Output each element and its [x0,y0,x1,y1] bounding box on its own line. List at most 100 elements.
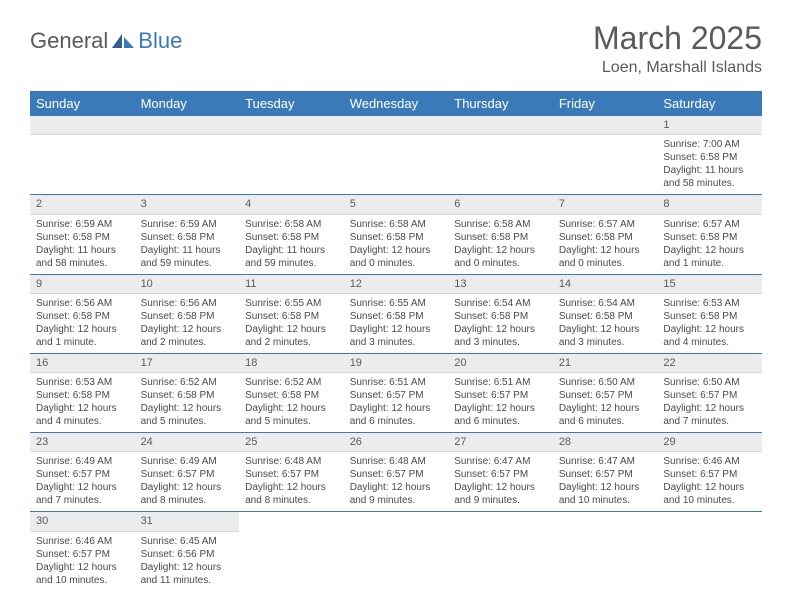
day-number: 1 [657,116,762,135]
sunset-text: Sunset: 6:57 PM [559,389,652,402]
day-number: 11 [239,275,344,294]
calendar-day-cell: 3Sunrise: 6:59 AMSunset: 6:58 PMDaylight… [135,195,240,274]
calendar-day-cell [344,116,449,195]
sunset-text: Sunset: 6:57 PM [350,389,443,402]
calendar-day-cell [135,116,240,195]
calendar-day-cell [30,116,135,195]
sunrise-text: Sunrise: 6:47 AM [454,455,547,468]
day-content: Sunrise: 6:49 AMSunset: 6:57 PMDaylight:… [135,452,240,511]
calendar-day-cell [448,512,553,591]
sunrise-text: Sunrise: 6:54 AM [559,297,652,310]
calendar-day-cell: 25Sunrise: 6:48 AMSunset: 6:57 PMDayligh… [239,433,344,512]
daylight-text: Daylight: 12 hours and 9 minutes. [350,481,443,507]
day-number: 31 [135,512,240,531]
sunset-text: Sunset: 6:57 PM [454,389,547,402]
sunset-text: Sunset: 6:57 PM [559,468,652,481]
daylight-text: Daylight: 12 hours and 6 minutes. [454,402,547,428]
calendar-day-cell: 30Sunrise: 6:46 AMSunset: 6:57 PMDayligh… [30,512,135,591]
sunset-text: Sunset: 6:58 PM [454,231,547,244]
daylight-text: Daylight: 12 hours and 0 minutes. [559,244,652,270]
sunset-text: Sunset: 6:58 PM [141,389,234,402]
daylight-text: Daylight: 11 hours and 59 minutes. [141,244,234,270]
sunrise-text: Sunrise: 6:59 AM [141,218,234,231]
sunset-text: Sunset: 6:57 PM [36,548,129,561]
sunrise-text: Sunrise: 6:51 AM [350,376,443,389]
sunset-text: Sunset: 6:57 PM [454,468,547,481]
calendar-week-row: 23Sunrise: 6:49 AMSunset: 6:57 PMDayligh… [30,433,762,512]
sunrise-text: Sunrise: 6:59 AM [36,218,129,231]
logo-text-blue: Blue [138,28,182,54]
day-content: Sunrise: 6:54 AMSunset: 6:58 PMDaylight:… [553,294,658,353]
calendar-day-cell: 7Sunrise: 6:57 AMSunset: 6:58 PMDaylight… [553,195,658,274]
calendar-day-cell: 1Sunrise: 7:00 AMSunset: 6:58 PMDaylight… [657,116,762,195]
calendar-day-cell: 2Sunrise: 6:59 AMSunset: 6:58 PMDaylight… [30,195,135,274]
sunset-text: Sunset: 6:58 PM [245,310,338,323]
sunset-text: Sunset: 6:58 PM [141,231,234,244]
calendar-day-cell: 29Sunrise: 6:46 AMSunset: 6:57 PMDayligh… [657,433,762,512]
day-content: Sunrise: 6:56 AMSunset: 6:58 PMDaylight:… [135,294,240,353]
day-number: 20 [448,354,553,373]
calendar-day-cell: 8Sunrise: 6:57 AMSunset: 6:58 PMDaylight… [657,195,762,274]
empty-day-bar [30,116,135,135]
calendar-day-cell: 12Sunrise: 6:55 AMSunset: 6:58 PMDayligh… [344,274,449,353]
weekday-header: Tuesday [239,91,344,116]
daylight-text: Daylight: 12 hours and 1 minute. [36,323,129,349]
day-number: 6 [448,195,553,214]
daylight-text: Daylight: 12 hours and 10 minutes. [559,481,652,507]
daylight-text: Daylight: 12 hours and 0 minutes. [454,244,547,270]
daylight-text: Daylight: 12 hours and 2 minutes. [141,323,234,349]
sunset-text: Sunset: 6:56 PM [141,548,234,561]
daylight-text: Daylight: 12 hours and 9 minutes. [454,481,547,507]
day-content: Sunrise: 6:56 AMSunset: 6:58 PMDaylight:… [30,294,135,353]
day-content: Sunrise: 6:50 AMSunset: 6:57 PMDaylight:… [657,373,762,432]
empty-day-bar [448,116,553,135]
day-number: 14 [553,275,658,294]
title-block: March 2025 Loen, Marshall Islands [593,20,762,77]
sunset-text: Sunset: 6:57 PM [350,468,443,481]
sunset-text: Sunset: 6:58 PM [559,310,652,323]
calendar-day-cell [448,116,553,195]
day-content: Sunrise: 6:58 AMSunset: 6:58 PMDaylight:… [344,215,449,274]
sunrise-text: Sunrise: 6:57 AM [663,218,756,231]
calendar-week-row: 16Sunrise: 6:53 AMSunset: 6:58 PMDayligh… [30,353,762,432]
day-number: 9 [30,275,135,294]
sunset-text: Sunset: 6:57 PM [36,468,129,481]
empty-day-bar [135,116,240,135]
day-content: Sunrise: 6:45 AMSunset: 6:56 PMDaylight:… [135,532,240,591]
sunrise-text: Sunrise: 6:52 AM [141,376,234,389]
calendar-body: 1Sunrise: 7:00 AMSunset: 6:58 PMDaylight… [30,116,762,591]
calendar-day-cell: 19Sunrise: 6:51 AMSunset: 6:57 PMDayligh… [344,353,449,432]
sunrise-text: Sunrise: 6:50 AM [663,376,756,389]
calendar-week-row: 2Sunrise: 6:59 AMSunset: 6:58 PMDaylight… [30,195,762,274]
sunrise-text: Sunrise: 6:49 AM [141,455,234,468]
daylight-text: Daylight: 12 hours and 3 minutes. [350,323,443,349]
sunset-text: Sunset: 6:58 PM [350,310,443,323]
sunrise-text: Sunrise: 6:58 AM [245,218,338,231]
day-content: Sunrise: 6:52 AMSunset: 6:58 PMDaylight:… [135,373,240,432]
sunrise-text: Sunrise: 6:52 AM [245,376,338,389]
day-content: Sunrise: 6:48 AMSunset: 6:57 PMDaylight:… [344,452,449,511]
day-number: 18 [239,354,344,373]
daylight-text: Daylight: 12 hours and 4 minutes. [36,402,129,428]
sunset-text: Sunset: 6:58 PM [245,231,338,244]
weekday-header: Friday [553,91,658,116]
weekday-header: Sunday [30,91,135,116]
sunset-text: Sunset: 6:58 PM [245,389,338,402]
sunrise-text: Sunrise: 6:51 AM [454,376,547,389]
daylight-text: Daylight: 12 hours and 0 minutes. [350,244,443,270]
sunset-text: Sunset: 6:58 PM [350,231,443,244]
day-content: Sunrise: 6:51 AMSunset: 6:57 PMDaylight:… [344,373,449,432]
day-number: 30 [30,512,135,531]
calendar-day-cell: 10Sunrise: 6:56 AMSunset: 6:58 PMDayligh… [135,274,240,353]
month-title: March 2025 [593,20,762,57]
day-number: 17 [135,354,240,373]
calendar-day-cell: 23Sunrise: 6:49 AMSunset: 6:57 PMDayligh… [30,433,135,512]
day-content: Sunrise: 6:51 AMSunset: 6:57 PMDaylight:… [448,373,553,432]
day-content: Sunrise: 6:57 AMSunset: 6:58 PMDaylight:… [553,215,658,274]
calendar-day-cell [344,512,449,591]
day-content: Sunrise: 6:58 AMSunset: 6:58 PMDaylight:… [239,215,344,274]
sunset-text: Sunset: 6:57 PM [141,468,234,481]
daylight-text: Daylight: 12 hours and 8 minutes. [141,481,234,507]
empty-day-bar [553,116,658,135]
daylight-text: Daylight: 12 hours and 7 minutes. [36,481,129,507]
